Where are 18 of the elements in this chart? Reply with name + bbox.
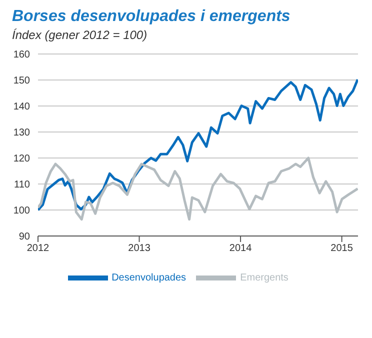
x-tick-label: 2014 <box>229 243 252 254</box>
x-tick-label: 2015 <box>330 243 354 254</box>
chart-subtitle: Índex (gener 2012 = 100) <box>12 28 148 42</box>
y-tick-label: 160 <box>13 50 30 61</box>
line-series <box>38 78 358 212</box>
y-tick-label: 130 <box>13 128 30 139</box>
y-tick-label: 90 <box>18 232 30 243</box>
legend-label: Emergents <box>240 272 288 284</box>
y-tick-label: 120 <box>13 154 30 165</box>
y-tick-label: 110 <box>14 180 30 191</box>
line-series <box>38 156 358 221</box>
legend-label: Desenvolupades <box>112 272 186 284</box>
chart-title: Borses desenvolupades i emergents <box>12 8 292 26</box>
x-tick-label: 2013 <box>128 243 151 254</box>
y-tick-label: 150 <box>13 76 30 87</box>
y-tick-label: 100 <box>13 206 30 217</box>
x-tick-label: 2012 <box>26 243 50 254</box>
y-tick-label: 140 <box>13 102 30 113</box>
